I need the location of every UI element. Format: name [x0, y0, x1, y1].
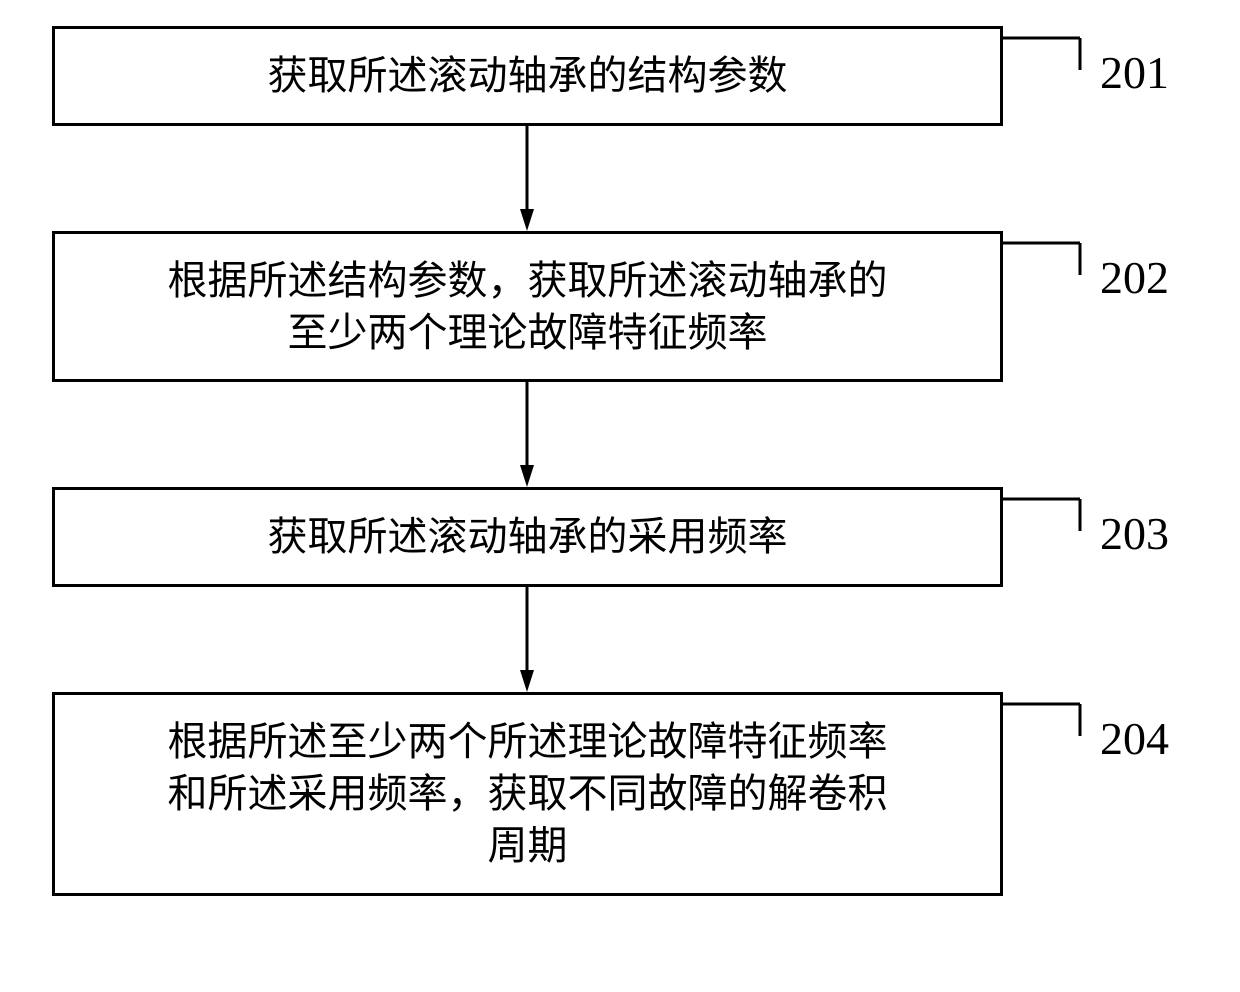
step-text-1: 获取所述滚动轴承的结构参数 [55, 50, 1000, 102]
step-text-3: 获取所述滚动轴承的采用频率 [55, 511, 1000, 563]
step-number-2: 202 [1100, 251, 1169, 304]
step-text-4: 根据所述至少两个所述理论故障特征频率 和所述采用频率，获取不同故障的解卷积 周期 [55, 716, 1000, 872]
step-number-4: 204 [1100, 712, 1169, 765]
step-box-3: 获取所述滚动轴承的采用频率 [52, 487, 1003, 587]
step-box-4: 根据所述至少两个所述理论故障特征频率 和所述采用频率，获取不同故障的解卷积 周期 [52, 692, 1003, 896]
flowchart-canvas: 获取所述滚动轴承的结构参数 根据所述结构参数，获取所述滚动轴承的 至少两个理论故… [0, 0, 1240, 992]
step-box-2: 根据所述结构参数，获取所述滚动轴承的 至少两个理论故障特征频率 [52, 231, 1003, 382]
step-box-1: 获取所述滚动轴承的结构参数 [52, 26, 1003, 126]
step-number-1: 201 [1100, 46, 1169, 99]
step-number-3: 203 [1100, 507, 1169, 560]
step-text-2: 根据所述结构参数，获取所述滚动轴承的 至少两个理论故障特征频率 [55, 255, 1000, 359]
